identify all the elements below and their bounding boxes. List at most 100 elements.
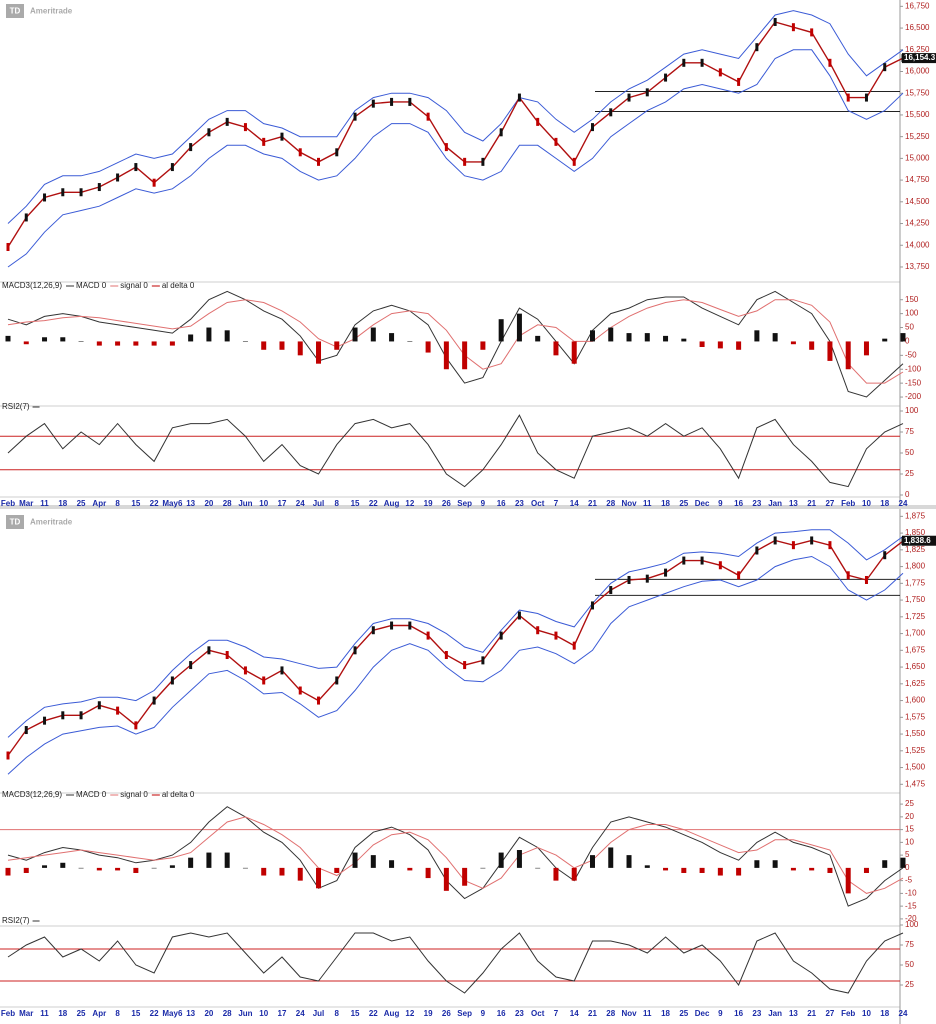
logo-icon-box	[6, 515, 24, 529]
legend-label: al delta 0	[162, 790, 195, 799]
candle	[317, 157, 321, 166]
candle	[24, 726, 28, 735]
candle	[883, 63, 887, 72]
series-line	[7, 10, 904, 224]
histogram-bar	[316, 341, 322, 364]
x-tick-label: 18	[661, 1009, 670, 1018]
x-tick-label: 17	[278, 1009, 287, 1018]
candle	[353, 646, 357, 655]
x-tick-label: 8	[335, 499, 340, 508]
candle	[718, 68, 722, 77]
y-tick-label: -50	[905, 350, 917, 359]
y-tick-label: 15	[905, 825, 914, 834]
candle	[371, 99, 375, 108]
x-tick-label: Jul	[313, 1009, 325, 1018]
y-tick-label: -20	[905, 914, 917, 923]
x-tick-label: Nov	[621, 1009, 637, 1018]
histogram-bar	[827, 341, 833, 361]
y-tick-label: 15,500	[905, 110, 930, 119]
x-tick-label: 25	[77, 499, 86, 508]
x-tick-label: 16	[497, 499, 506, 508]
histogram-bar	[206, 852, 212, 868]
y-tick-label: -100	[905, 364, 922, 373]
candle	[335, 148, 339, 157]
x-tick-label: Oct	[531, 499, 545, 508]
candle	[609, 586, 613, 595]
candle	[97, 183, 101, 192]
histogram-bar	[23, 867, 29, 873]
y-tick-label: -150	[905, 378, 922, 387]
y-tick-label: 1,725	[905, 612, 926, 621]
y-tick-label: 75	[905, 940, 914, 949]
y-tick-label: 15,750	[905, 88, 930, 97]
histogram-bar	[188, 857, 194, 868]
x-tick-label: Sep	[457, 1009, 472, 1018]
x-tick-label: 17	[278, 499, 287, 508]
candle	[134, 163, 138, 172]
y-tick-label: 1,525	[905, 746, 926, 755]
x-tick-label: 8	[115, 499, 120, 508]
histogram-bar	[242, 341, 248, 342]
x-tick-label: Dec	[695, 1009, 710, 1018]
x-tick-label: Feb	[1, 1009, 15, 1018]
histogram-bar	[535, 335, 541, 342]
histogram-bar	[334, 341, 340, 350]
histogram-bar	[78, 341, 84, 342]
candle	[791, 23, 795, 32]
histogram-bar	[425, 867, 431, 879]
y-tick-label: 1,750	[905, 595, 926, 604]
histogram-bar	[370, 855, 376, 868]
x-tick-label: 28	[606, 499, 615, 508]
histogram-bar	[389, 333, 395, 342]
histogram-bar	[589, 855, 595, 868]
y-tick-label: 10	[905, 837, 914, 846]
x-tick-label: 23	[515, 499, 524, 508]
last-price-box	[902, 535, 936, 546]
histogram-bar	[608, 327, 614, 342]
legend-label: MACD 0	[76, 281, 107, 290]
candle	[737, 571, 741, 580]
candle	[207, 128, 211, 137]
candle	[755, 546, 759, 555]
candle	[463, 661, 467, 670]
y-tick-label: 0	[905, 337, 910, 346]
y-tick-label: 14,250	[905, 219, 930, 228]
histogram-bar	[443, 341, 449, 370]
y-tick-label: 1,550	[905, 729, 926, 738]
y-tick-label: 1,775	[905, 578, 926, 587]
histogram-bar	[206, 327, 212, 342]
candle	[280, 666, 284, 675]
histogram-bar	[224, 852, 230, 868]
histogram-bar	[133, 867, 139, 873]
histogram-bar	[754, 330, 760, 342]
legend-label: signal 0	[120, 281, 148, 290]
series-line	[7, 49, 904, 268]
x-tick-label: 24	[296, 499, 305, 508]
histogram-bar	[809, 867, 815, 871]
y-tick-label: 1,625	[905, 679, 926, 688]
histogram-bar	[279, 341, 285, 350]
candle	[170, 676, 174, 685]
x-tick-label: 18	[58, 1009, 67, 1018]
x-tick-label: 22	[150, 1009, 159, 1018]
series-line	[7, 21, 904, 248]
candle	[536, 626, 540, 635]
series-line	[7, 816, 904, 894]
histogram-bar	[626, 855, 632, 868]
y-tick-label: -15	[905, 901, 917, 910]
candle	[864, 93, 868, 102]
histogram-bar	[169, 341, 175, 346]
candle	[152, 178, 156, 187]
candle	[6, 242, 10, 251]
x-tick-label: 15	[131, 1009, 140, 1018]
candle	[243, 666, 247, 675]
y-tick-label: 50	[905, 960, 914, 969]
logo: Ameritrade	[30, 518, 73, 527]
histogram-bar	[407, 341, 413, 342]
y-tick-label: 75	[905, 427, 914, 436]
x-tick-label: 25	[77, 1009, 86, 1018]
candle	[846, 571, 850, 580]
histogram-bar	[535, 867, 541, 869]
histogram-bar	[553, 341, 559, 356]
